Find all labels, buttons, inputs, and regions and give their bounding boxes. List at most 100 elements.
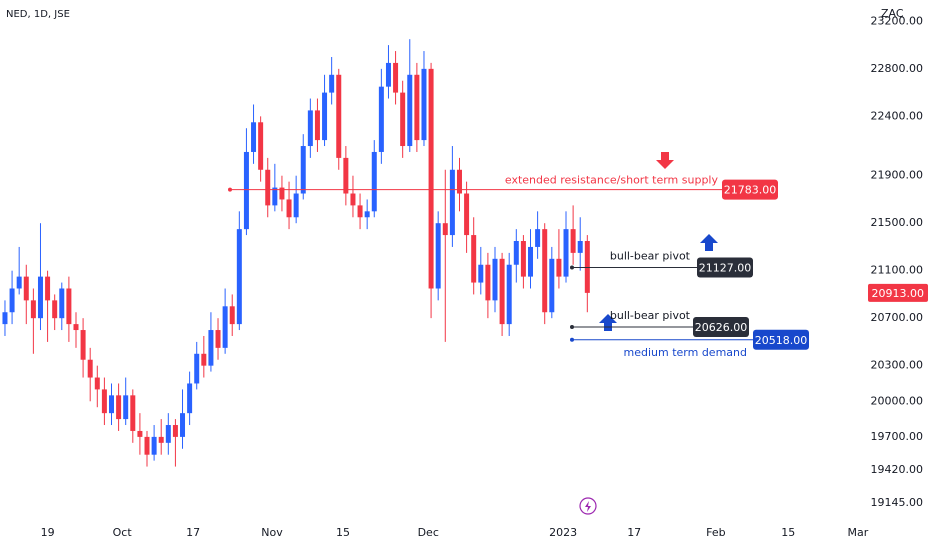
- candle-body: [272, 187, 278, 206]
- candle-body: [286, 199, 292, 218]
- currency-label: ZAC: [881, 7, 904, 20]
- candle-body: [520, 241, 526, 277]
- x-tick-label: Feb: [706, 526, 725, 539]
- candle-body: [165, 425, 171, 443]
- candle-body: [243, 151, 249, 230]
- level-price-label: 20626.00: [695, 321, 748, 334]
- candle-body: [279, 187, 285, 200]
- level-price-label: 21127.00: [699, 261, 752, 274]
- candle-body: [108, 395, 114, 414]
- event-icon[interactable]: [579, 497, 597, 515]
- up-arrow: [700, 234, 718, 251]
- candle-body: [258, 122, 264, 170]
- level-price-box: [697, 257, 753, 278]
- level-anchor: [570, 265, 574, 270]
- candle-body: [577, 241, 583, 253]
- candle-body: [556, 258, 562, 277]
- candle-body: [435, 223, 441, 289]
- event-icon-bolt: [585, 501, 591, 512]
- candle-body: [208, 330, 214, 366]
- candle-body: [187, 383, 193, 414]
- candle-body: [172, 425, 178, 437]
- candle-body: [336, 74, 342, 158]
- level-text: bull-bear pivot: [610, 249, 691, 262]
- y-tick-label: 23200.00: [871, 14, 924, 27]
- candle-body: [322, 92, 328, 141]
- y-tick-label: 20700.00: [871, 311, 924, 324]
- candle-body: [23, 276, 29, 301]
- level-price-box: [693, 316, 749, 337]
- last-price-label: 20913.00: [872, 287, 925, 300]
- candle-body: [357, 205, 363, 218]
- level-price-box: [722, 179, 778, 200]
- candle-body: [350, 193, 356, 206]
- level-text: medium term demand: [624, 346, 748, 359]
- candle-body: [94, 377, 100, 390]
- candle-body: [421, 68, 427, 141]
- candle-body: [101, 389, 107, 414]
- level-anchor: [570, 337, 574, 342]
- level-text: extended resistance/short term supply: [505, 174, 719, 187]
- level-anchor: [570, 324, 574, 329]
- candle-body: [215, 330, 221, 348]
- level-anchor: [228, 187, 232, 192]
- candle-body: [45, 276, 51, 301]
- level-price-label: 21783.00: [724, 184, 777, 197]
- candle-body: [229, 306, 235, 325]
- x-tick-label: 17: [627, 526, 641, 539]
- candle-body: [201, 353, 207, 366]
- candle-body: [2, 312, 8, 325]
- candle-body: [371, 151, 377, 212]
- candle-body: [549, 258, 555, 313]
- candle-body: [314, 110, 320, 141]
- y-tick-label: 19420.00: [871, 463, 924, 476]
- candle-body: [66, 288, 72, 325]
- candle-body: [449, 169, 455, 236]
- candle-body: [364, 211, 370, 218]
- candle-body: [471, 235, 477, 283]
- y-tick-label: 19145.00: [871, 496, 924, 509]
- candle-body: [87, 359, 93, 378]
- candle-body: [378, 86, 384, 152]
- candle-body: [180, 413, 186, 437]
- candle-body: [52, 300, 58, 319]
- candle-body: [407, 74, 413, 147]
- candle-body: [30, 300, 36, 319]
- candle-body: [37, 276, 43, 319]
- level-text: bull-bear pivot: [610, 309, 691, 322]
- y-tick-label: 20300.00: [871, 359, 924, 372]
- candle-body: [535, 229, 541, 247]
- candle-body: [329, 74, 335, 93]
- candle-body: [251, 122, 257, 152]
- y-tick-label: 22400.00: [871, 109, 924, 122]
- chart-title: NED, 1D, JSE: [6, 9, 70, 20]
- candle-body: [428, 68, 434, 289]
- candle-body: [123, 395, 129, 420]
- candle-body: [293, 193, 299, 218]
- candle-body: [542, 229, 548, 313]
- candle-body: [343, 157, 349, 194]
- x-tick-label: Mar: [848, 526, 869, 539]
- y-tick-label: 21100.00: [871, 264, 924, 277]
- up-arrow: [599, 314, 617, 331]
- level-price-box: [753, 329, 809, 350]
- candle-body: [137, 430, 143, 437]
- x-tick-label: Dec: [418, 526, 439, 539]
- candle-body: [513, 241, 519, 265]
- candle-body: [414, 74, 420, 141]
- y-tick-label: 21500.00: [871, 216, 924, 229]
- candle-body: [499, 258, 505, 325]
- last-price-box: [868, 283, 928, 302]
- candle-body: [59, 288, 65, 319]
- candle-body: [563, 229, 569, 277]
- x-tick-label: Oct: [113, 526, 133, 539]
- candle-body: [300, 146, 306, 194]
- candle-body: [464, 193, 470, 236]
- candle-body: [9, 288, 15, 313]
- candle-body: [158, 436, 164, 443]
- candle-body: [393, 62, 399, 93]
- y-tick-label: 19700.00: [871, 430, 924, 443]
